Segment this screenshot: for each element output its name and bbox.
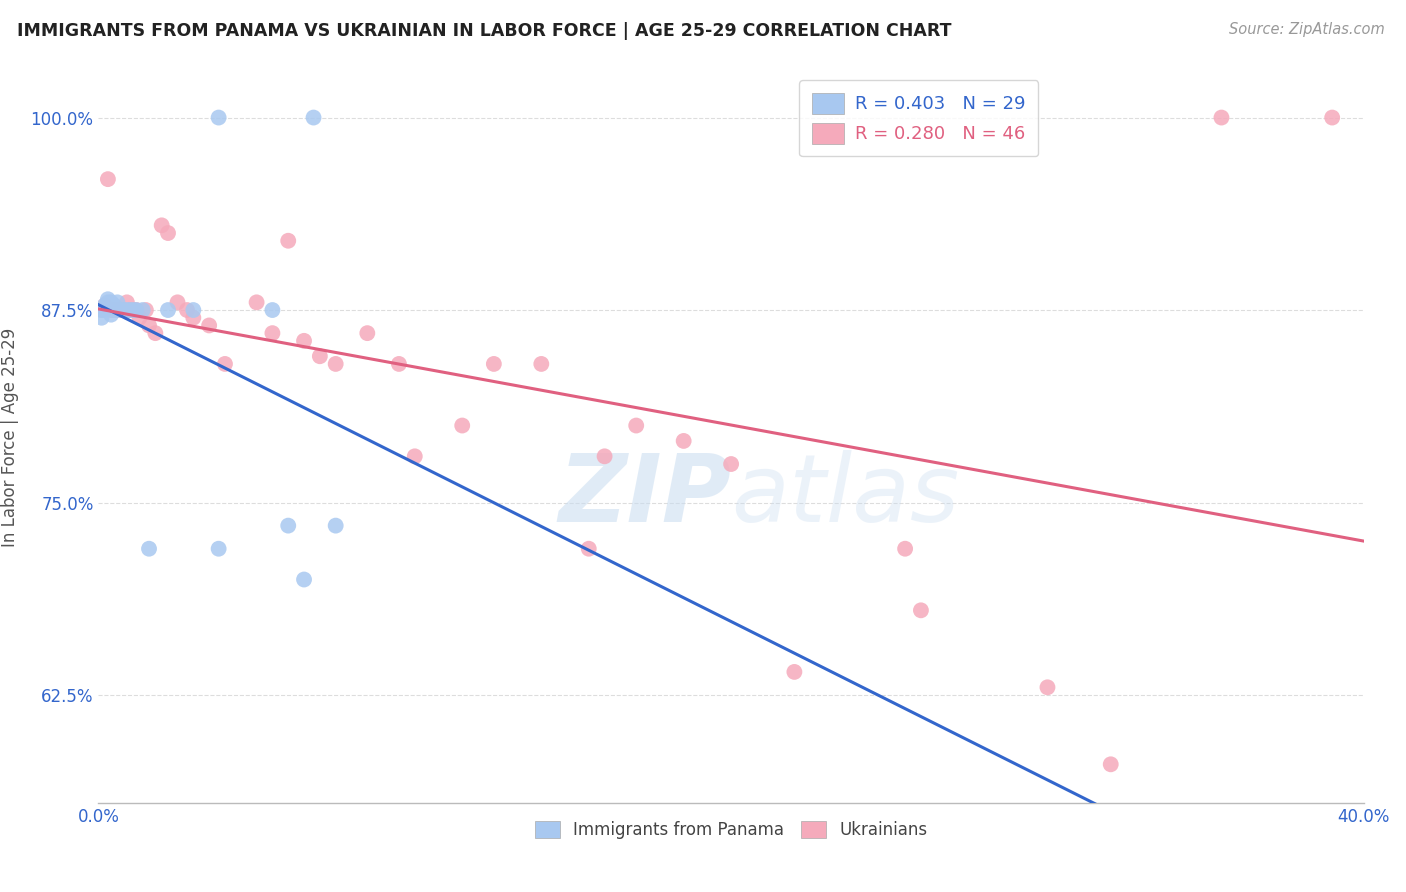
Point bbox=[112, 303, 135, 318]
Point bbox=[451, 418, 474, 433]
Point bbox=[309, 349, 332, 363]
Point bbox=[1036, 681, 1059, 695]
Point bbox=[578, 541, 600, 556]
Point bbox=[183, 303, 205, 318]
Point bbox=[208, 111, 231, 125]
Point bbox=[115, 295, 138, 310]
Point bbox=[292, 334, 315, 348]
Point bbox=[1322, 111, 1344, 125]
Point bbox=[262, 326, 284, 340]
Point bbox=[388, 357, 411, 371]
Text: Source: ZipAtlas.com: Source: ZipAtlas.com bbox=[1229, 22, 1385, 37]
Point bbox=[103, 303, 125, 318]
Point bbox=[103, 298, 125, 312]
Point bbox=[115, 303, 138, 318]
Point bbox=[90, 303, 112, 318]
Point bbox=[277, 518, 299, 533]
Point bbox=[325, 357, 347, 371]
Point bbox=[100, 301, 122, 316]
Point bbox=[482, 357, 505, 371]
Point bbox=[93, 298, 117, 312]
Point bbox=[103, 303, 125, 318]
Point bbox=[93, 303, 117, 318]
Point bbox=[132, 303, 155, 318]
Point bbox=[122, 303, 145, 318]
Point bbox=[100, 308, 122, 322]
Point bbox=[90, 310, 112, 325]
Point bbox=[910, 603, 932, 617]
Point bbox=[783, 665, 806, 679]
Text: ZIP: ZIP bbox=[558, 450, 731, 541]
Legend: Immigrants from Panama, Ukrainians: Immigrants from Panama, Ukrainians bbox=[529, 814, 934, 846]
Point bbox=[138, 541, 160, 556]
Point bbox=[198, 318, 221, 333]
Point bbox=[593, 450, 616, 464]
Point bbox=[356, 326, 378, 340]
Point bbox=[112, 303, 135, 318]
Point bbox=[214, 357, 236, 371]
Point bbox=[125, 303, 148, 318]
Point bbox=[1211, 111, 1233, 125]
Point bbox=[110, 303, 132, 318]
Y-axis label: In Labor Force | Age 25-29: In Labor Force | Age 25-29 bbox=[1, 327, 20, 547]
Point bbox=[125, 303, 148, 318]
Point bbox=[150, 219, 173, 233]
Point bbox=[100, 303, 122, 318]
Point bbox=[292, 573, 315, 587]
Point bbox=[624, 418, 647, 433]
Point bbox=[530, 357, 553, 371]
Point bbox=[157, 303, 180, 318]
Point bbox=[97, 292, 120, 306]
Text: atlas: atlas bbox=[731, 450, 959, 541]
Point bbox=[97, 172, 120, 186]
Point bbox=[122, 303, 145, 318]
Point bbox=[145, 326, 166, 340]
Point bbox=[93, 298, 117, 312]
Point bbox=[262, 303, 284, 318]
Point bbox=[277, 234, 299, 248]
Point bbox=[128, 310, 150, 325]
Point bbox=[246, 295, 269, 310]
Point bbox=[107, 303, 129, 318]
Text: IMMIGRANTS FROM PANAMA VS UKRAINIAN IN LABOR FORCE | AGE 25-29 CORRELATION CHART: IMMIGRANTS FROM PANAMA VS UKRAINIAN IN L… bbox=[17, 22, 952, 40]
Point bbox=[100, 295, 122, 310]
Point bbox=[157, 226, 180, 240]
Point bbox=[120, 303, 141, 318]
Point bbox=[404, 450, 426, 464]
Point bbox=[720, 457, 742, 471]
Point bbox=[138, 318, 160, 333]
Point bbox=[302, 111, 325, 125]
Point bbox=[166, 295, 188, 310]
Point bbox=[120, 303, 141, 318]
Point bbox=[325, 518, 347, 533]
Point bbox=[208, 541, 231, 556]
Point bbox=[1099, 757, 1122, 772]
Point bbox=[90, 303, 112, 318]
Point bbox=[183, 310, 205, 325]
Point bbox=[672, 434, 695, 448]
Point bbox=[107, 295, 129, 310]
Point bbox=[176, 303, 198, 318]
Point bbox=[894, 541, 917, 556]
Point bbox=[135, 303, 157, 318]
Point bbox=[97, 295, 120, 310]
